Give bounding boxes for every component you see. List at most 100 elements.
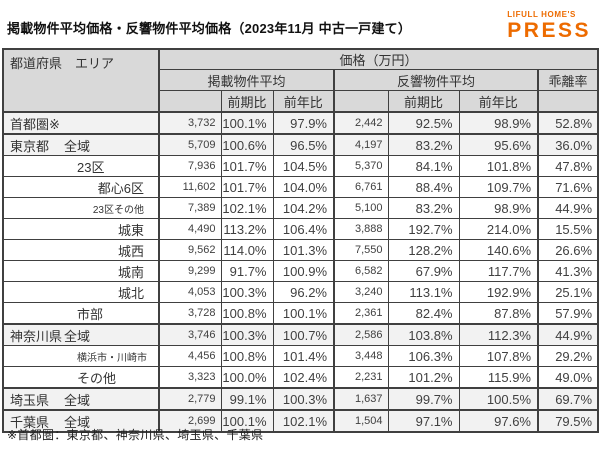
value-cell: 1,504 [333, 409, 389, 433]
value-cell: 7,389 [158, 197, 222, 219]
value-cell: 113.1% [387, 281, 460, 303]
value-cell: 100.1% [220, 409, 274, 433]
table-row: 千葉県 全域 2,699 100.1% 102.1% 1,504 97.1% 97.6% 79.… [2, 409, 599, 433]
header-listed-value-spacer [158, 90, 222, 113]
value-cell: 100.1% [272, 302, 335, 325]
table-row: 首都圏※ 3,732 100.1% 97.9% 2,442 92.5% 98.9% 52.8% [2, 111, 599, 135]
value-cell: 100.1% [220, 111, 274, 135]
value-cell: 100.3% [220, 323, 274, 346]
region-cell: 横浜市・川崎市 [2, 345, 160, 367]
table-header: 都道府県 エリア 価格（万円） 掲載物件平均 反響物件平均 乖離率 前期比 前年… [2, 48, 599, 113]
divergence-rate-cell: 79.5% [537, 409, 599, 433]
value-cell: 9,562 [158, 239, 222, 261]
value-cell: 3,240 [333, 281, 389, 303]
value-cell: 7,936 [158, 155, 222, 177]
divergence-rate-cell: 49.0% [537, 366, 599, 389]
value-cell: 140.6% [458, 239, 539, 261]
table-row: 神奈川県 全域 3,746 100.3% 100.7% 2,586 103.8% 112.3%… [2, 323, 599, 346]
table-row: 城北 4,053 100.3% 96.2% 3,240 113.1% 192.9% 25.1% [2, 281, 599, 303]
divergence-rate-cell: 15.5% [537, 218, 599, 240]
region-cell: 城西 [2, 239, 160, 261]
area-label: 城南 [117, 264, 144, 280]
divergence-rate-cell: 29.2% [537, 345, 599, 367]
area-label: その他 [77, 370, 117, 386]
header-inquiry-prev-year: 前年比 [458, 90, 539, 113]
header-inquiry-group: 反響物件平均 [333, 69, 539, 91]
value-cell: 5,709 [158, 133, 222, 156]
value-cell: 101.2% [387, 366, 460, 389]
region-cell: 23区 [2, 155, 160, 177]
value-cell: 99.7% [387, 387, 460, 411]
value-cell: 11,602 [158, 176, 222, 198]
value-cell: 101.7% [220, 155, 274, 177]
area-label: 全域 [64, 138, 91, 154]
area-label: 全域 [64, 392, 91, 408]
value-cell: 7,550 [333, 239, 389, 261]
divergence-rate-cell: 47.8% [537, 155, 599, 177]
value-cell: 104.2% [272, 197, 335, 219]
price-table: 都道府県 エリア 価格（万円） 掲載物件平均 反響物件平均 乖離率 前期比 前年… [2, 48, 600, 433]
value-cell: 115.9% [458, 366, 539, 389]
value-cell: 192.9% [458, 281, 539, 303]
value-cell: 100.5% [458, 387, 539, 411]
value-cell: 98.9% [458, 111, 539, 135]
value-cell: 101.7% [220, 176, 274, 198]
header-listed-prev-year: 前年比 [272, 90, 335, 113]
area-label: 城東 [117, 222, 144, 238]
value-cell: 109.7% [458, 176, 539, 198]
value-cell: 101.3% [272, 239, 335, 261]
table-row: 埼玉県 全域 2,779 99.1% 100.3% 1,637 99.7% 100.5% 69.… [2, 387, 599, 411]
value-cell: 2,442 [333, 111, 389, 135]
value-cell: 2,586 [333, 323, 389, 346]
value-cell: 83.2% [387, 133, 460, 156]
value-cell: 3,323 [158, 366, 222, 389]
value-cell: 2,699 [158, 409, 222, 433]
divergence-rate-cell: 69.7% [537, 387, 599, 411]
table-row: 横浜市・川崎市 4,456 100.8% 101.4% 3,448 106.3% 107.8… [2, 345, 599, 367]
region-cell: 首都圏※ [2, 111, 160, 135]
divergence-rate-cell: 57.9% [537, 302, 599, 325]
prefecture-label: 東京都 [10, 138, 50, 154]
value-cell: 101.8% [458, 155, 539, 177]
value-cell: 192.7% [387, 218, 460, 240]
divergence-rate-cell: 44.9% [537, 197, 599, 219]
prefecture-label: 首都圏※ [10, 116, 60, 132]
value-cell: 3,746 [158, 323, 222, 346]
header-rate: 乖離率 [537, 69, 599, 91]
value-cell: 106.4% [272, 218, 335, 240]
value-cell: 67.9% [387, 260, 460, 282]
prefecture-label: 埼玉県 [10, 392, 50, 408]
value-cell: 97.9% [272, 111, 335, 135]
value-cell: 102.4% [272, 366, 335, 389]
header-rate-spacer [537, 90, 599, 113]
region-cell: その他 [2, 366, 160, 389]
value-cell: 103.8% [387, 323, 460, 346]
value-cell: 113.2% [220, 218, 274, 240]
value-cell: 100.7% [272, 323, 335, 346]
value-cell: 2,231 [333, 366, 389, 389]
header-region: 都道府県 エリア [2, 48, 160, 113]
value-cell: 100.0% [220, 366, 274, 389]
region-cell: 城東 [2, 218, 160, 240]
page-title: 掲載物件平均価格・反響物件平均価格（2023年11月 中古一戸建て） [7, 21, 412, 36]
value-cell: 98.9% [458, 197, 539, 219]
area-label: 市部 [77, 306, 104, 322]
value-cell: 87.8% [458, 302, 539, 325]
header-listed-group: 掲載物件平均 [158, 69, 335, 91]
region-cell: 都心6区 [2, 176, 160, 198]
table-body: 首都圏※ 3,732 100.1% 97.9% 2,442 92.5% 98.9% 52.8%… [2, 111, 599, 433]
area-label: 城北 [117, 285, 144, 301]
area-label: 全域 [64, 414, 91, 430]
area-label: 都心6区 [97, 180, 144, 196]
value-cell: 3,888 [333, 218, 389, 240]
value-cell: 128.2% [387, 239, 460, 261]
value-cell: 106.3% [387, 345, 460, 367]
table-row: 市部 3,728 100.8% 100.1% 2,361 82.4% 87.8% 57.9% [2, 302, 599, 325]
value-cell: 95.6% [458, 133, 539, 156]
value-cell: 4,456 [158, 345, 222, 367]
area-label: 全域 [64, 328, 91, 344]
table-row: 東京都 全域 5,709 100.6% 96.5% 4,197 83.2% 95.6% 36.0… [2, 133, 599, 156]
divergence-rate-cell: 71.6% [537, 176, 599, 198]
area-label: 23区 [77, 159, 105, 175]
